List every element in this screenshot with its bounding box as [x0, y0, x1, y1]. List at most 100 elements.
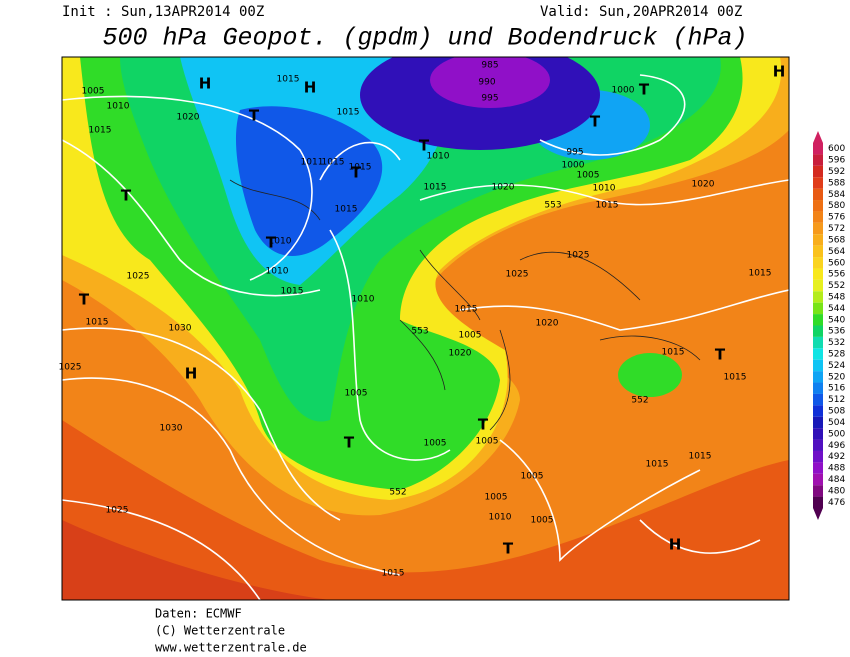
isobar-label: 1020 — [536, 319, 559, 329]
isobar-label: 1015 — [322, 158, 345, 168]
isobar-label: 1025 — [506, 270, 529, 280]
isobar-label: 1015 — [646, 460, 669, 470]
isobar-label: 1025 — [567, 251, 590, 261]
isobar-label: 1030 — [160, 424, 183, 434]
pressure-center: H — [669, 536, 682, 554]
pressure-center: T — [639, 81, 650, 99]
colorbar-label: 596 — [828, 156, 845, 166]
colorbar-label: 568 — [828, 235, 845, 245]
isobar-label: 1015 — [277, 75, 300, 85]
colorbar-swatch — [813, 348, 823, 360]
colorbar-label: 496 — [828, 441, 845, 451]
colorbar-swatch — [813, 177, 823, 189]
pressure-center: T — [419, 137, 430, 155]
isobar-label: 1015 — [337, 108, 360, 118]
pressure-center: T — [503, 540, 514, 558]
colorbar-label: 540 — [828, 315, 845, 325]
colorbar-swatch — [813, 450, 823, 463]
isobar-label: 1015 — [724, 373, 747, 383]
isobar-label: 1020 — [177, 113, 200, 123]
colorbar-label: 528 — [828, 350, 845, 360]
colorbar-swatch — [813, 154, 823, 166]
colorbar-swatch — [813, 302, 823, 315]
colorbar-label: 512 — [828, 395, 845, 405]
colorbar-arrow-top — [813, 131, 823, 143]
footer-line: Daten: ECMWF — [155, 607, 242, 621]
colorbar-label: 576 — [828, 213, 845, 223]
isobar-label: 1015 — [662, 348, 685, 358]
colorbar-label: 580 — [828, 201, 845, 211]
colorbar-swatch — [813, 405, 823, 417]
colorbar-swatch — [813, 359, 823, 372]
isobar-label: 1010 — [352, 295, 375, 305]
isobar-label: 1015 — [335, 205, 358, 215]
isobar-label: 552 — [631, 396, 648, 406]
pressure-center: T — [266, 234, 277, 252]
colorbar-swatch — [813, 234, 823, 246]
colorbar-swatch — [813, 165, 823, 178]
colorbar-label: 476 — [828, 498, 845, 508]
colorbar-swatch — [813, 200, 823, 212]
pressure-center: H — [185, 365, 198, 383]
isobar-label: 1010 — [593, 184, 616, 194]
map-title: 500 hPa Geopot. (gpdm) und Bodendruck (h… — [102, 24, 747, 53]
pressure-center: T — [715, 346, 726, 364]
pressure-center: T — [478, 416, 489, 434]
isobar-label: 553 — [411, 327, 428, 337]
colorbar-swatch — [813, 245, 823, 258]
colorbar-swatch — [813, 382, 823, 394]
colorbar-label: 564 — [828, 247, 845, 257]
colorbar-swatch — [813, 428, 823, 440]
colorbar-arrow-bottom — [813, 508, 823, 520]
isobar-label: 1005 — [531, 516, 554, 526]
colorbar-swatch — [813, 257, 823, 269]
field-588 — [62, 520, 330, 600]
isobar-label: 1005 — [521, 472, 544, 482]
isobar-label: 1025 — [106, 506, 129, 516]
isobar-label: 1015 — [86, 318, 109, 328]
colorbar-swatch — [813, 371, 823, 383]
isobar-label: 1020 — [692, 180, 715, 190]
isobar-label: 1025 — [59, 363, 82, 373]
isobar-label: 1020 — [492, 183, 515, 193]
colorbar-label: 584 — [828, 190, 845, 200]
isobar-label: 1015 — [455, 305, 478, 315]
colorbar-swatch — [813, 473, 823, 486]
field-512 — [235, 106, 383, 257]
footer-line: www.wetterzentrale.de — [155, 641, 307, 655]
isobar-label: 1015 — [281, 287, 304, 297]
pressure-center: H — [199, 75, 212, 93]
pressure-center: H — [304, 79, 317, 97]
pressure-center: T — [249, 107, 260, 125]
colorbar-swatch — [813, 439, 823, 451]
colorbar-swatch — [813, 416, 823, 429]
colorbar-label: 500 — [828, 429, 845, 439]
colorbar-swatch — [813, 496, 823, 508]
colorbar-label: 492 — [828, 452, 845, 462]
isobar-label: 1025 — [127, 272, 150, 282]
colorbar-label: 544 — [828, 304, 845, 314]
footer-line: (C) Wetterzentrale — [155, 624, 285, 638]
isobar-label: 985 — [481, 61, 498, 71]
colorbar-swatch — [813, 336, 823, 349]
map-field — [62, 57, 789, 600]
colorbar-label: 592 — [828, 167, 845, 177]
colorbar-label: 560 — [828, 258, 845, 268]
isobar-label: 1015 — [89, 126, 112, 136]
colorbar-swatch — [813, 268, 823, 280]
colorbar-swatch — [813, 314, 823, 326]
isobar-label: 1010 — [269, 237, 292, 247]
colorbar-label: 516 — [828, 384, 845, 394]
colorbar-swatch — [813, 325, 823, 337]
isobar-label: 1005 — [476, 437, 499, 447]
field-540-east — [618, 353, 682, 397]
isobar-label: 1011 — [301, 158, 324, 168]
isobar-label: 1005 — [485, 493, 508, 503]
colorbar-swatch — [813, 188, 823, 201]
isobar-label: 553 — [544, 201, 561, 211]
colorbar-label: 532 — [828, 338, 845, 348]
pressure-center: H — [773, 63, 786, 81]
field-488 — [430, 57, 550, 108]
